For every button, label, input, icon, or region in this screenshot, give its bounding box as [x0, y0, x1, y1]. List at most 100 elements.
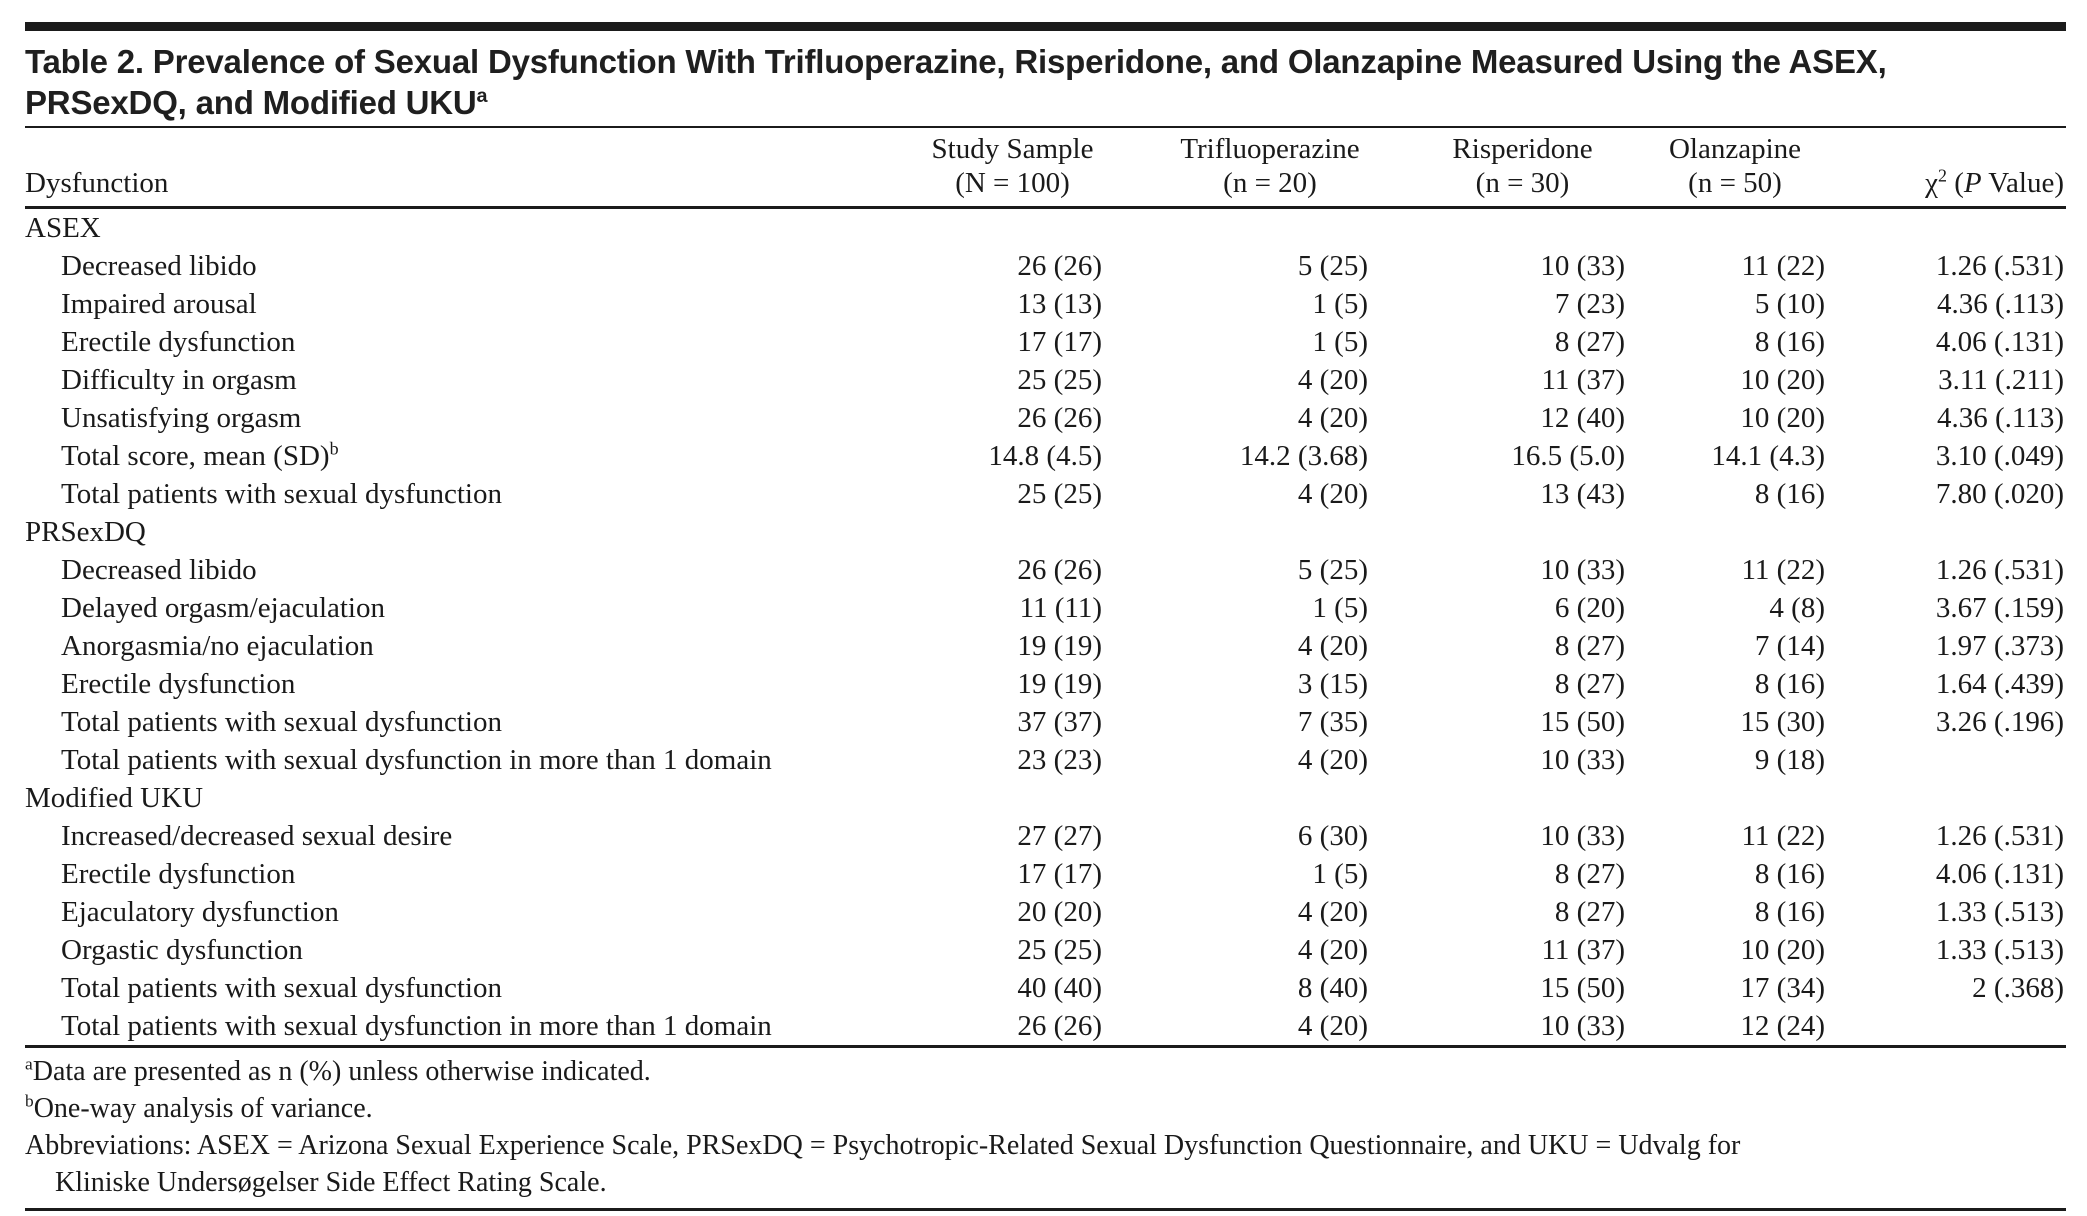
row-label-text: Unsatisfying orgasm: [61, 402, 302, 434]
value-cell: 37 (37): [1017, 706, 1102, 738]
table-row: Total patients with sexual dysfunction i…: [25, 741, 2066, 779]
value-cell: 13 (13): [1017, 288, 1102, 320]
value-cell: 9 (18): [1754, 744, 1825, 776]
value-cell: 14.8 (4.5): [988, 440, 1102, 472]
table-row: Unsatisfying orgasm 26 (26) 4 (20) 12 (40) 1…: [25, 399, 2066, 437]
table-row: Total patients with sexual dysfunction 37…: [25, 703, 2066, 741]
row-label-text: Total patients with sexual dysfunction: [61, 972, 502, 1004]
value-cell: 3.11 (.211): [1938, 364, 2064, 396]
table-row: Erectile dysfunction 17 (17) 1 (5) 8 (27) 8 …: [25, 323, 2066, 361]
footnote-text-continued: Kliniske Undersøgelser Side Effect Ratin…: [55, 1167, 607, 1198]
value-cell: 25 (25): [1017, 478, 1102, 510]
value-cell: 10 (20): [1740, 364, 1825, 396]
value-cell: 1.64 (.439): [1935, 668, 2064, 700]
value-cell: 1.26 (.531): [1935, 820, 2064, 852]
value-cell: 4.06 (.131): [1935, 326, 2064, 358]
value-cell: 14.1 (4.3): [1711, 440, 1825, 472]
table-header: Dysfunction Study Sample (N = 100) Trifl…: [25, 128, 2066, 208]
column-header-line2: (n = 20): [1223, 167, 1317, 199]
value-cell: 10 (20): [1740, 934, 1825, 966]
table-row: Decreased libido 26 (26) 5 (25) 10 (33) 11 (…: [25, 247, 2066, 285]
footnotes: aData are presented as n (%) unless othe…: [25, 1048, 2066, 1211]
row-label: Delayed orgasm/ejaculation: [25, 589, 895, 627]
value-cell: 4.36 (.113): [1937, 288, 2064, 320]
value-cell: 8 (27): [1554, 668, 1625, 700]
value-cell: 14.2 (3.68): [1239, 440, 1368, 472]
column-header-line1: Study Sample: [931, 133, 1094, 165]
value-cell: 4 (20): [1297, 1010, 1368, 1042]
row-label-text: Erectile dysfunction: [61, 668, 296, 700]
table-row: Orgastic dysfunction 25 (25) 4 (20) 11 (37)…: [25, 931, 2066, 969]
footnote-text: Abbreviations: ASEX = Arizona Sexual Exp…: [25, 1130, 1741, 1161]
table-row: Total patients with sexual dysfunction 40…: [25, 969, 2066, 1007]
row-label: Total patients with sexual dysfunction: [25, 969, 895, 1007]
section-label: ASEX: [25, 212, 101, 244]
value-cell: 3.26 (.196): [1935, 706, 2064, 738]
row-label: Orgastic dysfunction: [25, 931, 895, 969]
row-label: Erectile dysfunction: [25, 323, 895, 361]
value-cell: 26 (26): [1017, 250, 1102, 282]
value-cell: 12 (24): [1740, 1010, 1825, 1042]
row-label-text: Impaired arousal: [61, 288, 257, 320]
row-label: Total patients with sexual dysfunction: [25, 475, 895, 513]
value-cell: 4 (20): [1297, 744, 1368, 776]
value-cell: 4 (20): [1297, 896, 1368, 928]
value-cell: 2 (.368): [1972, 972, 2064, 1004]
header-row: Dysfunction Study Sample (N = 100) Trifl…: [25, 128, 2066, 208]
row-label-text: Decreased libido: [61, 250, 257, 282]
section-row: PRSexDQ: [25, 513, 2066, 551]
row-label: Total score, mean (SD)b: [25, 437, 895, 475]
value-cell: 8 (16): [1754, 326, 1825, 358]
row-label-text: Ejaculatory dysfunction: [61, 896, 339, 928]
value-cell: 8 (16): [1754, 896, 1825, 928]
value-cell: 17 (17): [1017, 858, 1102, 890]
value-cell: 27 (27): [1017, 820, 1102, 852]
row-label-text: Decreased libido: [61, 554, 257, 586]
footnote-marker: b: [25, 1091, 34, 1111]
top-rule: [25, 22, 2066, 31]
value-cell: 11 (22): [1741, 820, 1826, 852]
value-cell: 4 (20): [1297, 364, 1368, 396]
value-cell: 10 (33): [1540, 250, 1625, 282]
row-label: Impaired arousal: [25, 285, 895, 323]
value-cell: 3.10 (.049): [1935, 440, 2064, 472]
row-label: Unsatisfying orgasm: [25, 399, 895, 437]
value-cell: 8 (16): [1754, 668, 1825, 700]
column-header-study-sample: Study Sample (N = 100): [895, 128, 1130, 208]
value-cell: 19 (19): [1017, 668, 1102, 700]
section-label: PRSexDQ: [25, 516, 146, 548]
value-cell: 7 (23): [1554, 288, 1625, 320]
section-label: Modified UKU: [25, 782, 204, 814]
table-row: Erectile dysfunction 17 (17) 1 (5) 8 (27) 8 …: [25, 855, 2066, 893]
row-label: Erectile dysfunction: [25, 665, 895, 703]
column-header-dysfunction: Dysfunction: [25, 167, 169, 199]
value-cell: 7 (14): [1754, 630, 1825, 662]
row-label: Anorgasmia/no ejaculation: [25, 627, 895, 665]
value-cell: 1 (5): [1312, 858, 1368, 890]
footnote: aData are presented as n (%) unless othe…: [25, 1053, 2066, 1090]
value-cell: 20 (20): [1017, 896, 1102, 928]
row-label: Increased/decreased sexual desire: [25, 817, 895, 855]
footnote-marker: a: [25, 1054, 33, 1074]
row-label-text: Erectile dysfunction: [61, 858, 296, 890]
value-cell: 4 (20): [1297, 402, 1368, 434]
value-cell: 8 (27): [1554, 630, 1625, 662]
value-cell: 1.26 (.531): [1935, 250, 2064, 282]
column-header-line1: Trifluoperazine: [1180, 133, 1360, 165]
value-cell: 15 (30): [1740, 706, 1825, 738]
value-cell: 11 (11): [1019, 592, 1102, 624]
table-row: Erectile dysfunction 19 (19) 3 (15) 8 (27) 8…: [25, 665, 2066, 703]
row-label-text: Total patients with sexual dysfunction i…: [61, 744, 772, 776]
value-cell: 26 (26): [1017, 402, 1102, 434]
value-cell: 1.33 (.513): [1935, 896, 2064, 928]
value-cell: 7.80 (.020): [1935, 478, 2064, 510]
table-row: Ejaculatory dysfunction 20 (20) 4 (20) 8 (2…: [25, 893, 2066, 931]
value-cell: 15 (50): [1540, 972, 1625, 1004]
value-cell: 10 (33): [1540, 1010, 1625, 1042]
value-cell: 23 (23): [1017, 744, 1102, 776]
chi-glyph: χ: [1925, 167, 1938, 199]
value-cell: 8 (27): [1554, 326, 1625, 358]
value-cell: 11 (22): [1741, 250, 1826, 282]
value-cell: 4.06 (.131): [1935, 858, 2064, 890]
value-cell: 12 (40): [1540, 402, 1625, 434]
